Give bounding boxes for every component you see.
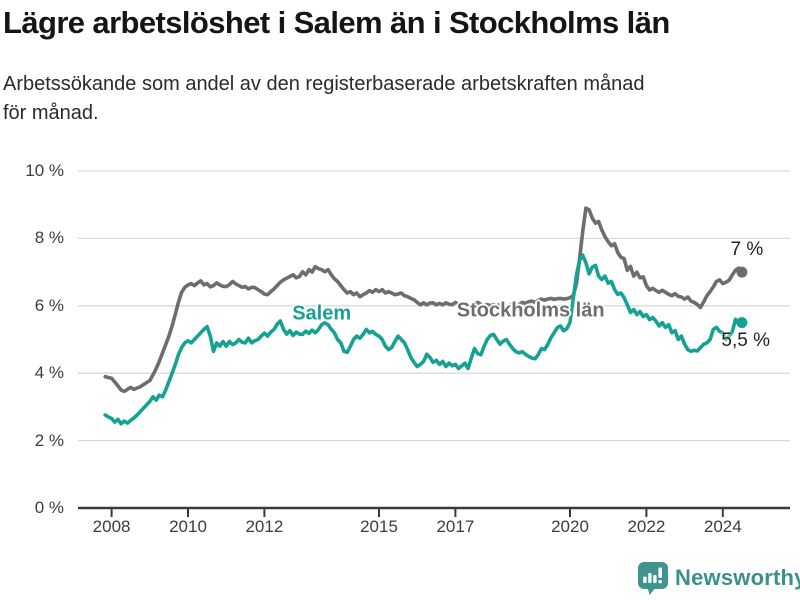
- salem-line: [103, 253, 744, 426]
- stockholm-end-dot: [736, 266, 748, 278]
- newsworthy-wordmark: Newsworthy: [675, 565, 800, 590]
- newsworthy-logo: Newsworthy: [637, 561, 800, 595]
- x-axis-label: 2015: [360, 517, 398, 536]
- y-axis-label: 2 %: [34, 430, 64, 450]
- y-axis-label: 0 %: [34, 498, 64, 517]
- chart-subtitle: Arbetssökande som andel av den registerb…: [3, 70, 797, 128]
- x-axis-label: 2017: [436, 517, 475, 536]
- salem-series-label: Salem: [292, 302, 352, 325]
- y-axis-label: 10 %: [25, 161, 64, 180]
- x-axis-label: 2012: [245, 517, 284, 536]
- chart-subtitle-line2: för månad.: [3, 102, 99, 124]
- x-axis-label: 2022: [627, 517, 666, 536]
- stockholm-series-label: Stockholms län: [456, 299, 605, 322]
- newsworthy-bubble-chart-icon: [638, 562, 668, 595]
- salem-end-value-label: 5,5 %: [721, 330, 771, 352]
- x-axis-label: 2020: [551, 517, 589, 536]
- chart-title: Lägre arbetslöshet i Salem än i Stockhol…: [3, 5, 670, 40]
- chart-subtitle-line1: Arbetssökande som andel av den registerb…: [3, 73, 645, 95]
- x-axis-label: 2008: [92, 517, 131, 536]
- y-axis-label: 6 %: [34, 295, 64, 315]
- x-axis-label: 2024: [703, 517, 742, 536]
- y-axis-label: 8 %: [34, 228, 64, 248]
- stockholm-end-value-label: 7 %: [730, 238, 764, 260]
- x-axis-label: 2010: [169, 517, 207, 536]
- stockholm-line: [103, 206, 744, 394]
- salem-end-dot: [736, 317, 748, 329]
- y-axis-label: 4 %: [34, 363, 64, 383]
